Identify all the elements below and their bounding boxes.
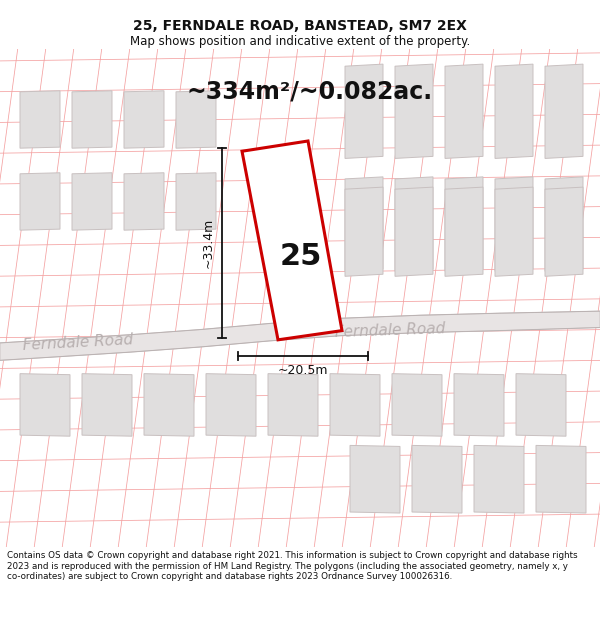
Polygon shape — [412, 446, 462, 513]
Polygon shape — [516, 374, 566, 436]
Polygon shape — [495, 177, 533, 271]
Text: 25, FERNDALE ROAD, BANSTEAD, SM7 2EX: 25, FERNDALE ROAD, BANSTEAD, SM7 2EX — [133, 19, 467, 33]
Polygon shape — [445, 177, 483, 271]
Polygon shape — [495, 64, 533, 158]
Text: ~334m²/~0.082ac.: ~334m²/~0.082ac. — [187, 80, 433, 104]
Polygon shape — [242, 141, 342, 340]
Polygon shape — [445, 187, 483, 276]
Text: Contains OS data © Crown copyright and database right 2021. This information is : Contains OS data © Crown copyright and d… — [7, 551, 578, 581]
Polygon shape — [176, 173, 216, 230]
Polygon shape — [545, 64, 583, 158]
Polygon shape — [20, 91, 60, 148]
Polygon shape — [206, 374, 256, 436]
Polygon shape — [144, 374, 194, 436]
Polygon shape — [20, 374, 70, 436]
Text: Ferndale Road: Ferndale Road — [335, 321, 445, 340]
Polygon shape — [392, 374, 442, 436]
Text: ~33.4m: ~33.4m — [202, 218, 215, 268]
Polygon shape — [124, 173, 164, 230]
Polygon shape — [176, 91, 216, 148]
Polygon shape — [350, 446, 400, 513]
Text: 25: 25 — [280, 242, 322, 271]
Polygon shape — [82, 374, 132, 436]
Polygon shape — [124, 91, 164, 148]
Polygon shape — [20, 173, 60, 230]
Polygon shape — [395, 187, 433, 276]
Text: Ferndale Road: Ferndale Road — [22, 332, 134, 353]
Polygon shape — [495, 187, 533, 276]
Polygon shape — [72, 173, 112, 230]
Polygon shape — [545, 177, 583, 271]
Polygon shape — [445, 64, 483, 158]
Polygon shape — [474, 446, 524, 513]
Polygon shape — [345, 177, 383, 271]
Polygon shape — [345, 64, 383, 158]
Polygon shape — [454, 374, 504, 436]
Polygon shape — [330, 374, 380, 436]
Polygon shape — [345, 187, 383, 276]
Text: Map shows position and indicative extent of the property.: Map shows position and indicative extent… — [130, 35, 470, 48]
Polygon shape — [268, 374, 318, 436]
Polygon shape — [395, 64, 433, 158]
Polygon shape — [545, 187, 583, 276]
Text: ~20.5m: ~20.5m — [278, 364, 328, 378]
Polygon shape — [72, 91, 112, 148]
Polygon shape — [395, 177, 433, 271]
Polygon shape — [0, 311, 600, 361]
Polygon shape — [536, 446, 586, 513]
